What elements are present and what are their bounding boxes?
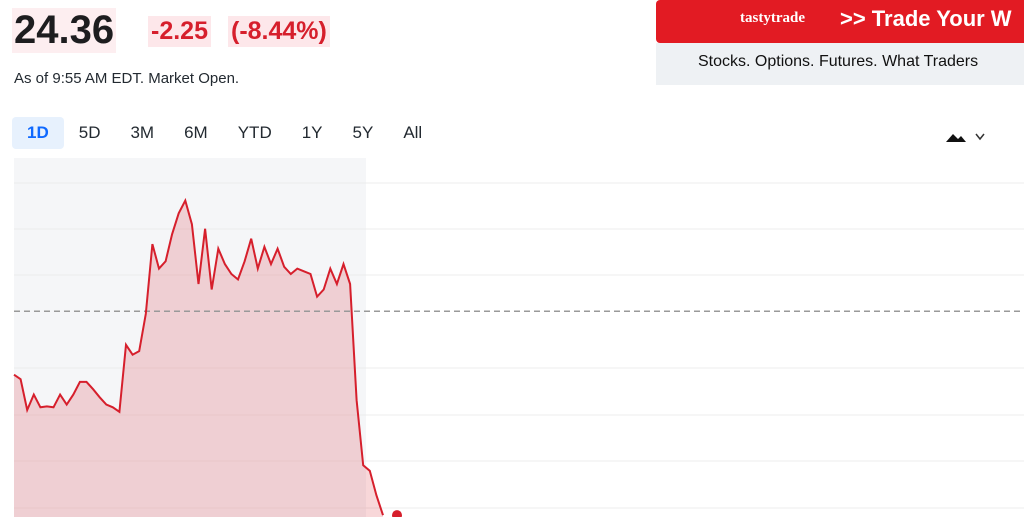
range-tab[interactable]: 6M	[184, 123, 208, 142]
range-tab[interactable]: All	[403, 123, 423, 142]
range-tabs: 1D 5D 3M 6M YTD 1Y 5Y All	[12, 117, 437, 149]
ad-banner[interactable]: tastytrade >> Trade Your W	[656, 0, 1024, 43]
ad-tagline-box: Stocks. Options. Futures. What Traders	[656, 43, 1024, 85]
range-tab[interactable]: 1D	[12, 117, 64, 149]
price-area	[14, 200, 383, 517]
range-tab[interactable]: 3M	[130, 123, 155, 142]
range-tab[interactable]: 5Y	[352, 123, 374, 142]
range-tab[interactable]: 1Y	[301, 123, 323, 142]
ad-headline: >> Trade Your W	[840, 6, 1012, 31]
chart-type-caret[interactable]	[975, 133, 985, 141]
price-line	[13, 197, 384, 516]
range-tab[interactable]: 5D	[78, 123, 101, 142]
ad-tagline: Stocks. Options. Futures. What Traders	[698, 53, 979, 70]
range-tab[interactable]: YTD	[237, 123, 272, 142]
price: 24.36	[12, 8, 117, 53]
price-change-percent: (-8.44%)	[228, 16, 330, 47]
as-of: As of 9:55 AM EDT. Market Open.	[14, 70, 240, 87]
ad-brand: tastytrade	[740, 10, 805, 26]
price-change: -2.25	[148, 16, 211, 47]
grid	[14, 182, 1024, 509]
chart-type-icon[interactable]	[946, 134, 966, 142]
last-price-dot	[392, 510, 402, 517]
